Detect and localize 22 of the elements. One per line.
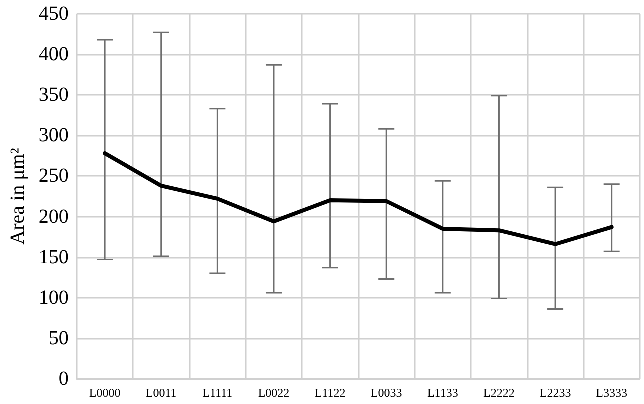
x-tick-label: L3333 [596, 386, 628, 400]
y-tick-label: 0 [58, 368, 69, 390]
x-tick-label: L0011 [146, 386, 177, 400]
y-tick-label: 250 [38, 165, 69, 188]
x-tick-label: L0022 [258, 386, 290, 400]
x-tick-label: L1133 [427, 386, 458, 400]
y-tick-label: 300 [38, 124, 69, 147]
y-tick-label: 50 [48, 327, 69, 350]
x-tick-label: L0000 [89, 386, 121, 400]
y-tick-label: 450 [38, 3, 69, 25]
line-series [103, 152, 614, 246]
y-tick-label: 150 [38, 246, 69, 268]
x-tick-label: L0033 [370, 386, 402, 400]
x-tick-label: L1122 [314, 386, 346, 400]
y-tick-label: 200 [38, 206, 69, 228]
y-tick-label: 100 [38, 286, 69, 309]
y-axis-title: Area in μm² [7, 148, 29, 245]
x-tick-label: L2222 [484, 386, 515, 400]
x-tick-label: L2233 [540, 386, 572, 400]
y-tick-label: 400 [38, 44, 69, 66]
x-tick-label: L1111 [202, 386, 233, 400]
y-tick-label: 350 [38, 84, 69, 106]
